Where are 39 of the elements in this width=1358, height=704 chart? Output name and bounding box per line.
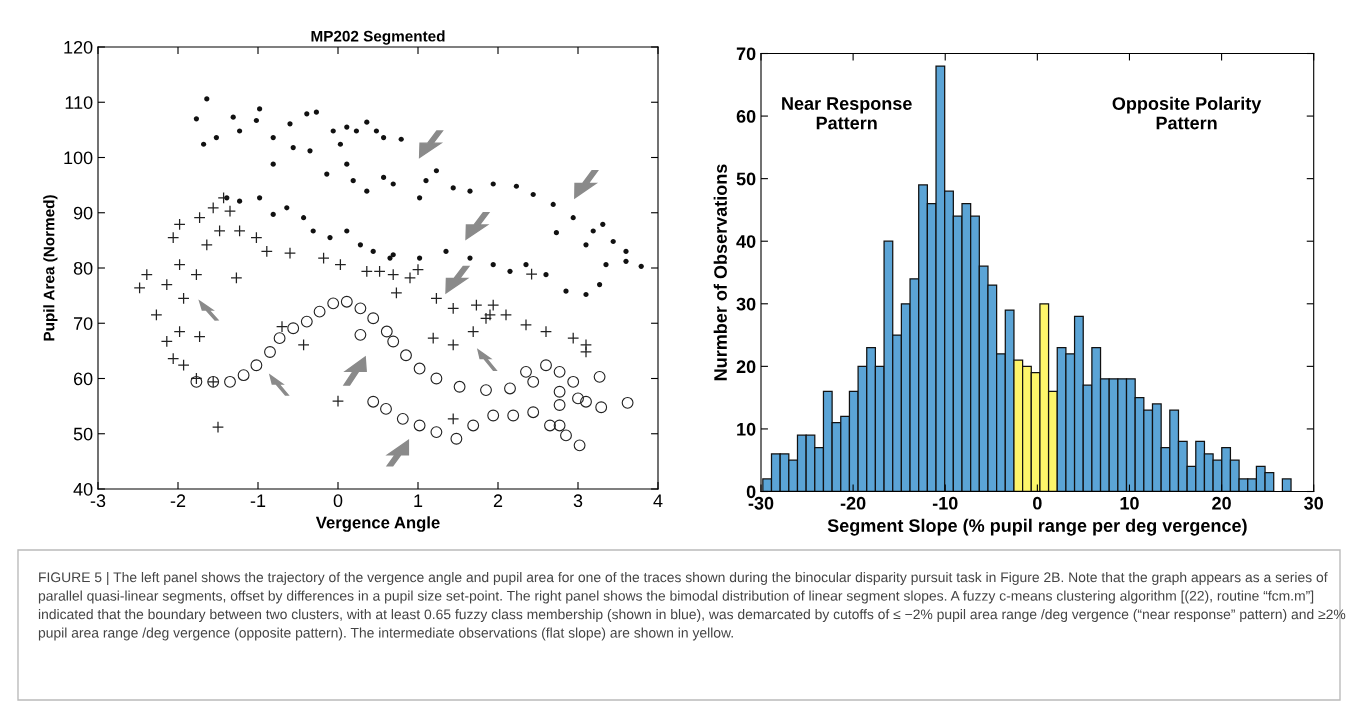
y-tick-label: 60 [736, 110, 756, 123]
x-tick-label: 4 [653, 494, 663, 507]
x-tick-label: 1 [414, 494, 423, 507]
x-tick-label: 2 [493, 494, 503, 507]
y-tick-label: 110 [65, 96, 93, 109]
x-tick-label: 30 [1304, 496, 1323, 510]
y-tick-label: 120 [64, 40, 93, 54]
x-tick-label: -2 [170, 494, 186, 507]
x-tick-label: 3 [573, 494, 583, 508]
annotation: Near Response Pattern [782, 97, 912, 130]
x-tick-label: 0 [333, 494, 343, 508]
y-tick-label: 70 [736, 47, 756, 61]
annotation: Opposite Polarity Pattern [1112, 96, 1262, 130]
y-tick-label: 50 [736, 172, 756, 186]
y-tick-label: 80 [73, 261, 93, 275]
y-tick-label: 50 [73, 427, 93, 441]
y-tick-label: 30 [736, 297, 756, 311]
x-axis-title: Segment Slope (% pupil range per deg vergence) [827, 518, 1247, 536]
caption: FIGURE 5 | The left panel shows the trajectory of the vergence angle and pupil area for one of the traces shown during the binocular disparity pursuit task in Figure 2B. Note that the graph appears as a series of parallel quasi-linear segments, offset by differences in a pupil size set-point. The right panel shows the bimodal distribution of linear segment slopes. A fuzzy c-means clustering algorithm [(22), routine “fcm.m”] indicated that the boundary between two clusters, with at least 0.65 fuzzy class membership (shown in blue), was demarcated by cutoffs of ≤ −2% pupil area range /deg vergence (“near response” pattern) and ≥2% pupil area range /deg vergence (opposite pattern). The intermediate observations (flat slope) are shown in yellow. [38, 572, 1346, 641]
y-tick-label: 60 [73, 372, 93, 386]
y-axis-title: Pupil Area (Normed) [43, 195, 58, 341]
x-tick-label: 10 [1120, 496, 1139, 510]
chart-title: MP202 Segmented [311, 30, 445, 45]
y-tick-label: 40 [73, 482, 93, 496]
x-tick-label: 20 [1212, 496, 1231, 510]
y-tick-label: 20 [736, 360, 756, 374]
x-tick-label: 0 [1033, 496, 1042, 510]
y-tick-label: 10 [737, 422, 756, 436]
x-tick-label: -3 [90, 494, 106, 508]
y-tick-label: 40 [736, 235, 756, 248]
x-tick-label: -10 [932, 496, 958, 510]
y-tick-label: 90 [73, 206, 93, 220]
x-tick-label: -1 [250, 494, 266, 507]
x-tick-label: -30 [748, 496, 774, 510]
y-tick-label: 100 [64, 151, 93, 165]
y-tick-label: 70 [73, 317, 93, 330]
x-axis-title: Vergence Angle [315, 516, 440, 532]
y-axis-title: Nurmber of Observations [713, 164, 727, 381]
x-tick-label: -20 [840, 496, 866, 510]
